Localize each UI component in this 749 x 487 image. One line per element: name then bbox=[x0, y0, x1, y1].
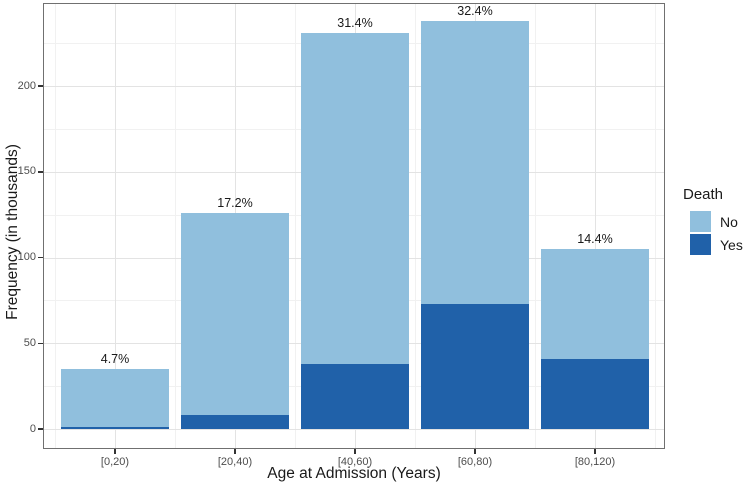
bar-percent-label: 4.7% bbox=[100, 351, 130, 366]
y-tick-mark bbox=[38, 171, 43, 173]
y-tick-mark bbox=[38, 428, 43, 430]
y-tick-label: 50 bbox=[23, 336, 36, 349]
gridline-v-minor bbox=[175, 3, 176, 449]
bar-segment-no-[40,60) bbox=[301, 32, 409, 364]
x-tick-label: [80,120) bbox=[574, 456, 616, 468]
legend: Death No Yes bbox=[683, 186, 743, 257]
bar-segment-no-[0,20) bbox=[61, 368, 169, 428]
y-tick-label: 200 bbox=[17, 79, 36, 92]
legend-swatch-no bbox=[690, 211, 711, 232]
x-tick-label: [60,80) bbox=[457, 456, 493, 468]
legend-label-yes: Yes bbox=[720, 236, 743, 253]
legend-swatch-yes bbox=[690, 234, 711, 255]
x-tick-label: [0,20) bbox=[100, 456, 130, 468]
x-tick-label: [20,40) bbox=[217, 456, 253, 468]
y-tick-mark bbox=[38, 342, 43, 344]
bar-percent-label: 31.4% bbox=[337, 15, 373, 30]
y-tick-label: 0 bbox=[29, 422, 36, 435]
bar-segment-no-[20,40) bbox=[181, 212, 289, 416]
x-tick-mark bbox=[474, 449, 476, 454]
bar-percent-label: 14.4% bbox=[577, 231, 613, 246]
y-tick-label: 100 bbox=[17, 251, 36, 263]
plot-panel: 4.7% 17.2% 31.4% 32.4% 14.4% bbox=[43, 3, 665, 449]
gridline-v-minor bbox=[535, 3, 536, 449]
x-tick-mark bbox=[114, 449, 116, 454]
legend-title: Death bbox=[683, 186, 724, 203]
bar-segment-yes-[40,60) bbox=[301, 363, 409, 429]
legend-entries: No Yes bbox=[683, 211, 743, 257]
gridline-v-minor bbox=[295, 3, 296, 449]
bar-segment-no-[60,80) bbox=[421, 20, 529, 304]
y-tick-mark bbox=[38, 85, 43, 87]
legend-entry-no: No bbox=[683, 211, 743, 232]
gridline-v-minor bbox=[655, 3, 656, 449]
gridline-v-minor bbox=[55, 3, 56, 449]
gridline-v-minor bbox=[415, 3, 416, 449]
bar-percent-label: 17.2% bbox=[217, 195, 253, 210]
bar-segment-yes-[60,80) bbox=[421, 303, 529, 429]
bar-percent-label: 32.4% bbox=[457, 3, 493, 18]
legend-entry-yes: Yes bbox=[683, 234, 743, 255]
bar-segment-yes-[80,120) bbox=[541, 358, 649, 429]
legend-label-no: No bbox=[720, 213, 738, 230]
x-axis-title: Age at Admission (Years) bbox=[267, 465, 441, 482]
bar-segment-yes-[0,20) bbox=[61, 427, 169, 429]
y-tick-mark bbox=[38, 256, 43, 259]
x-tick-label: [40,60) bbox=[337, 456, 373, 468]
x-tick-mark bbox=[234, 449, 236, 454]
bar-segment-yes-[20,40) bbox=[181, 415, 289, 429]
x-tick-mark bbox=[594, 449, 596, 454]
y-tick-label: 150 bbox=[17, 165, 36, 178]
x-tick-mark bbox=[354, 449, 356, 454]
bar-segment-no-[80,120) bbox=[541, 248, 649, 359]
gridline-h-major bbox=[43, 429, 665, 430]
